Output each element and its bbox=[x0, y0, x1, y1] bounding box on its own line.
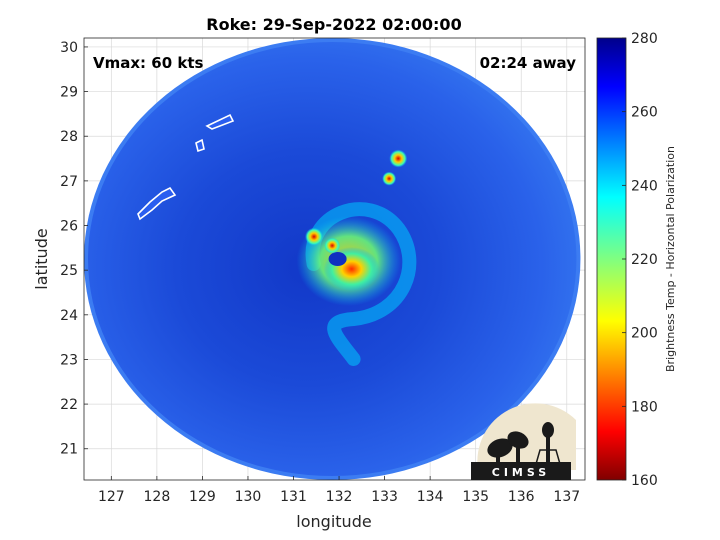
y-tick-label: 27 bbox=[60, 174, 78, 190]
x-tick-label: 137 bbox=[553, 489, 580, 505]
x-tick-label: 135 bbox=[462, 489, 489, 505]
x-tick-label: 128 bbox=[144, 489, 171, 505]
y-tick-label: 21 bbox=[60, 442, 78, 458]
colorbar-tick-label: 240 bbox=[631, 178, 658, 194]
y-tick-label: 30 bbox=[60, 40, 78, 56]
colorbar-tick: 260 bbox=[622, 105, 658, 121]
y-tick: 23 bbox=[60, 352, 88, 368]
colorbar-tick: 240 bbox=[622, 178, 658, 194]
x-tick-label: 129 bbox=[189, 489, 216, 505]
colorbar-tick: 220 bbox=[622, 252, 658, 268]
x-tick-label: 130 bbox=[235, 489, 262, 505]
y-tick-label: 29 bbox=[60, 85, 78, 101]
colorbar-tick-label: 220 bbox=[631, 252, 658, 268]
y-tick-label: 28 bbox=[60, 129, 78, 145]
x-tick: 134 bbox=[417, 476, 444, 505]
plot-area: 127 128 129 130 131 132 133 134 135 136 137 21 22 23… bbox=[60, 37, 586, 505]
logo-text: CIMSS bbox=[492, 466, 550, 479]
plot-frame bbox=[83, 37, 586, 481]
storm-eye bbox=[328, 252, 347, 266]
colorbar-tick-label: 160 bbox=[631, 473, 658, 489]
chart-title: Roke: 29-Sep-2022 02:00:00 bbox=[206, 15, 461, 34]
y-tick: 22 bbox=[60, 397, 88, 413]
convective-cell-convection-ne2 bbox=[382, 171, 397, 186]
x-tick: 131 bbox=[280, 476, 307, 505]
y-axis-label: latitude bbox=[32, 228, 51, 289]
vmax-annotation: Vmax: 60 kts bbox=[93, 54, 203, 72]
x-tick: 127 bbox=[98, 476, 125, 505]
y-tick-label: 24 bbox=[60, 308, 78, 324]
y-tick: 24 bbox=[60, 308, 88, 324]
x-tick: 130 bbox=[235, 476, 262, 505]
y-tick: 27 bbox=[60, 174, 88, 190]
x-tick: 133 bbox=[371, 476, 398, 505]
colorbar-tick: 200 bbox=[622, 326, 658, 342]
y-tick: 30 bbox=[60, 40, 88, 56]
convective-cell-convection-nw bbox=[305, 227, 324, 246]
cimss-logo: CIMSS bbox=[471, 403, 576, 480]
x-axis-label: longitude bbox=[296, 512, 371, 531]
y-axis-ticks: 21 22 23 24 25 26 27 28 29 30 bbox=[60, 40, 88, 458]
x-tick: 132 bbox=[326, 476, 353, 505]
colorbar-tick: 280 bbox=[622, 31, 658, 47]
y-tick: 29 bbox=[60, 85, 88, 101]
colorbar: 160 180 200 220 240 260 280 bbox=[596, 31, 658, 489]
island-outline bbox=[195, 138, 205, 153]
colorbar-tick-label: 260 bbox=[631, 105, 658, 121]
colorbar-tick: 180 bbox=[622, 399, 658, 415]
island-outline bbox=[137, 186, 177, 221]
microwave-swath bbox=[84, 38, 581, 480]
y-tick-label: 23 bbox=[60, 352, 78, 368]
x-tick-label: 136 bbox=[508, 489, 535, 505]
colorbar-tick-label: 180 bbox=[631, 399, 658, 415]
y-tick: 26 bbox=[60, 219, 88, 235]
x-tick: 128 bbox=[144, 476, 171, 505]
colorbar-gradient bbox=[596, 37, 627, 481]
colorbar-tick-label: 200 bbox=[631, 326, 658, 342]
x-axis-ticks: 127 128 129 130 131 132 133 134 135 136 137 bbox=[98, 476, 580, 505]
convective-cell-eyewall-n bbox=[324, 237, 341, 254]
y-tick-label: 22 bbox=[60, 397, 78, 413]
x-tick-label: 132 bbox=[326, 489, 353, 505]
island-outline bbox=[205, 113, 235, 130]
y-tick: 28 bbox=[60, 129, 88, 145]
y-tick: 21 bbox=[60, 442, 88, 458]
colorbar-ticks: 160 180 200 220 240 260 280 bbox=[622, 31, 658, 489]
colorbar-tick-label: 280 bbox=[631, 31, 658, 47]
x-tick-label: 133 bbox=[371, 489, 398, 505]
convective-cell-convection-ne bbox=[389, 149, 408, 168]
y-tick: 25 bbox=[60, 263, 88, 279]
x-tick-label: 127 bbox=[98, 489, 125, 505]
x-tick-label: 134 bbox=[417, 489, 444, 505]
y-tick-label: 26 bbox=[60, 219, 78, 235]
x-tick-label: 131 bbox=[280, 489, 307, 505]
outer-rainband bbox=[305, 202, 417, 366]
colorbar-tick: 160 bbox=[622, 473, 658, 489]
time-away-annotation: 02:24 away bbox=[480, 54, 577, 72]
y-tick-label: 25 bbox=[60, 263, 78, 279]
x-tick: 129 bbox=[189, 476, 216, 505]
colorbar-label: Brightness Temp - Horizontal Polarizatio… bbox=[664, 146, 677, 372]
